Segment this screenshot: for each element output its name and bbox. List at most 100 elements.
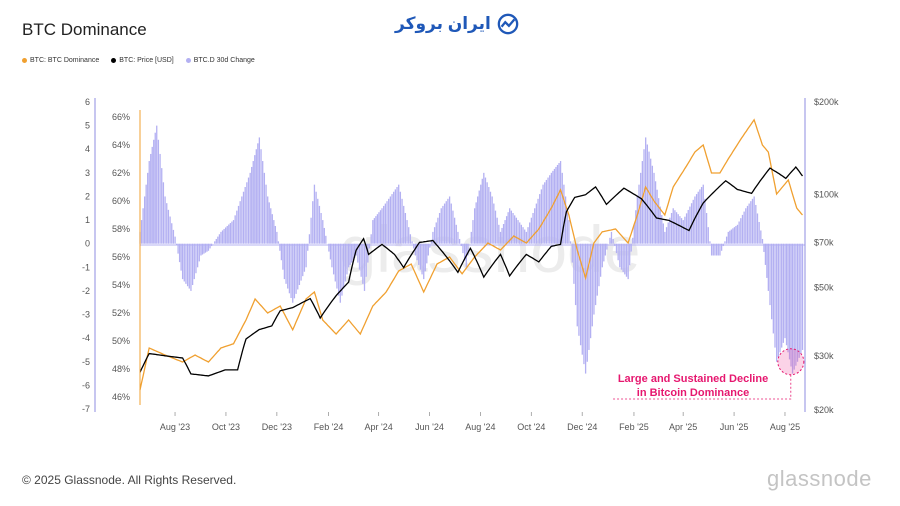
axis-dominance-tick-label: 52% — [112, 308, 130, 318]
change-bar — [651, 165, 654, 244]
change-bar — [334, 243, 336, 282]
change-bar — [325, 235, 327, 244]
change-bar — [171, 223, 173, 244]
annotation-leader — [612, 374, 792, 400]
change-bar — [263, 172, 266, 244]
change-bar — [704, 198, 706, 244]
change-bar — [493, 203, 495, 244]
legend-item-price[interactable]: BTC: Price [USD] — [111, 57, 174, 64]
x-tick-label: Dec '23 — [262, 422, 292, 432]
legend-item-change[interactable]: BTC.D 30d Change — [185, 57, 255, 64]
change-bar — [206, 243, 208, 252]
change-bar — [510, 210, 512, 244]
change-bar — [658, 198, 660, 244]
change-bar — [624, 243, 626, 275]
change-bar — [761, 238, 764, 244]
change-bar — [201, 243, 204, 255]
change-bar — [342, 243, 345, 289]
change-bar — [720, 243, 723, 251]
change-bar — [529, 222, 531, 244]
change-bar — [145, 184, 147, 244]
change-bar — [748, 203, 750, 244]
change-bar — [418, 243, 420, 265]
change-bar — [350, 243, 353, 263]
change-bar — [346, 243, 348, 275]
x-tick-label: Aug '24 — [465, 422, 495, 432]
change-bar — [540, 189, 543, 244]
change-bar — [574, 243, 577, 306]
change-bar — [161, 168, 163, 244]
change-bar — [539, 194, 541, 244]
axis-change-tick-label: 0 — [85, 239, 90, 249]
change-bar — [290, 243, 292, 299]
change-bar — [517, 220, 519, 244]
change-bar — [622, 243, 624, 273]
change-bar — [302, 243, 304, 277]
change-bar — [705, 212, 708, 244]
change-bar — [612, 238, 614, 244]
change-bar — [389, 196, 392, 244]
change-bar — [339, 243, 341, 303]
change-bar — [654, 181, 657, 244]
change-bar — [504, 220, 506, 244]
change-bar — [619, 243, 621, 268]
change-bar — [185, 243, 187, 284]
change-bar — [738, 221, 740, 244]
change-bar — [667, 222, 669, 244]
change-bar — [589, 243, 592, 339]
change-bar — [153, 139, 155, 244]
change-bar — [198, 243, 200, 262]
change-bar — [352, 243, 354, 261]
change-bar — [604, 243, 607, 256]
change-bar — [760, 230, 762, 244]
change-bar — [303, 243, 306, 272]
change-bar — [433, 227, 436, 244]
change-bar — [379, 210, 382, 244]
change-bar — [354, 243, 356, 258]
price-line — [139, 165, 804, 377]
change-bar — [745, 208, 747, 244]
change-bar — [677, 214, 679, 244]
change-bar — [758, 221, 760, 244]
change-bar — [627, 243, 629, 280]
change-bar — [455, 224, 457, 244]
change-bar — [532, 212, 534, 244]
change-bar — [193, 243, 195, 280]
change-bar — [674, 210, 676, 244]
legend-item-dominance[interactable]: BTC: BTC Dominance — [22, 57, 99, 64]
change-bar — [443, 203, 446, 244]
change-bar — [568, 220, 570, 244]
axis-change-tick-label: -5 — [82, 357, 90, 367]
change-bar — [196, 243, 199, 268]
axis-change-tick-label: -3 — [82, 310, 90, 320]
change-bar — [606, 243, 608, 250]
x-tick-label: Jun '24 — [415, 422, 444, 432]
change-bar — [142, 208, 144, 244]
change-bar — [180, 243, 182, 271]
change-bar — [480, 184, 482, 244]
change-bar — [386, 201, 388, 244]
change-bar — [610, 231, 613, 244]
change-bar — [292, 243, 294, 303]
change-bar — [347, 243, 350, 268]
change-bar — [779, 243, 781, 353]
change-bar — [725, 236, 728, 244]
change-bar — [782, 243, 785, 343]
change-bar — [157, 139, 160, 244]
x-tick-label: Oct '24 — [517, 422, 545, 432]
change-bar — [147, 172, 149, 244]
change-bar — [507, 212, 509, 244]
change-bar — [689, 206, 691, 244]
price-series — [139, 165, 804, 377]
change-bar — [662, 223, 664, 244]
change-bar — [732, 228, 734, 244]
change-bar — [452, 210, 454, 244]
axis-price-tick-label: $100k — [814, 190, 839, 200]
change-bar — [217, 236, 219, 244]
change-bar — [498, 224, 500, 244]
change-bar — [277, 241, 280, 244]
change-bar — [684, 216, 686, 244]
axis-dominance-ticks: 66% 64% 62% 60% 58% 56% 54% 52% 50% 48% 46% — [112, 112, 130, 402]
change-bar — [220, 231, 222, 244]
change-bar — [579, 243, 582, 346]
